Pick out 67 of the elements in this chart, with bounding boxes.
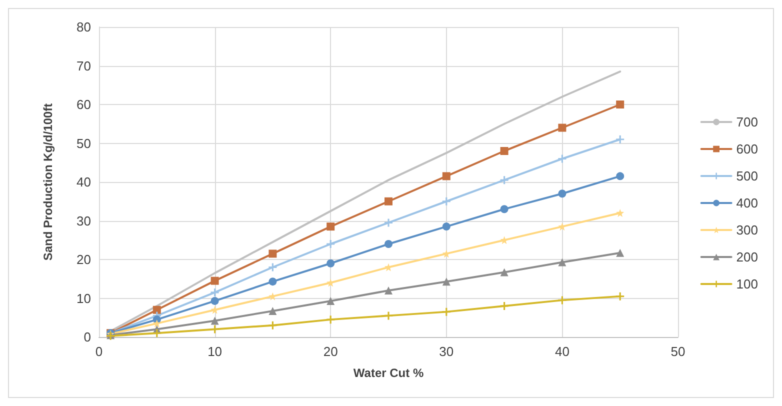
y-tick-label: 20 xyxy=(76,252,91,267)
legend-label: 400 xyxy=(736,196,758,210)
point xyxy=(326,222,335,231)
legend-label: 100 xyxy=(736,276,758,292)
legend-label: 700 xyxy=(736,114,758,130)
point xyxy=(616,172,624,180)
point xyxy=(442,308,450,316)
point xyxy=(268,250,277,258)
x-tick-label: 10 xyxy=(208,344,222,359)
point xyxy=(268,263,277,272)
point xyxy=(152,319,161,328)
point xyxy=(558,258,566,266)
x-tick-label: 0 xyxy=(95,344,103,359)
point xyxy=(152,306,161,314)
x-tick-label: 20 xyxy=(323,344,338,359)
point xyxy=(384,218,392,227)
y-tick-label: 0 xyxy=(84,330,91,344)
point xyxy=(616,209,624,217)
point xyxy=(500,205,508,214)
point xyxy=(384,240,392,248)
point xyxy=(326,296,335,305)
y-tick-label: 30 xyxy=(76,213,91,228)
point xyxy=(442,172,450,180)
x-tick-label: 30 xyxy=(439,344,454,359)
point xyxy=(442,197,450,206)
point xyxy=(326,240,335,248)
x-axis-title: Water Cut % xyxy=(353,366,424,380)
y-axis-title: Sand Production Kg/d/100ft xyxy=(41,103,55,261)
point xyxy=(210,288,219,296)
point xyxy=(616,292,624,300)
point xyxy=(210,296,219,305)
point xyxy=(268,321,277,330)
x-tick-label: 40 xyxy=(554,344,570,359)
point xyxy=(500,147,508,155)
point xyxy=(558,154,566,163)
point xyxy=(616,248,624,257)
point xyxy=(442,222,450,231)
point xyxy=(500,302,508,310)
point xyxy=(384,197,392,206)
legend-label: 600 xyxy=(736,142,758,156)
point xyxy=(268,307,277,316)
point xyxy=(326,259,335,268)
point xyxy=(558,190,566,198)
legend-label: 300 xyxy=(736,222,758,238)
point xyxy=(326,316,335,324)
point xyxy=(152,329,161,338)
point xyxy=(500,268,508,276)
point xyxy=(268,278,277,286)
legend-label: 500 xyxy=(736,168,758,184)
y-tick-label: 10 xyxy=(76,290,91,306)
point xyxy=(210,276,219,285)
point xyxy=(616,100,624,108)
point xyxy=(558,296,566,304)
y-tick-label: 80 xyxy=(76,20,91,34)
point xyxy=(384,286,392,294)
point xyxy=(558,124,566,132)
point xyxy=(210,316,219,325)
point xyxy=(384,312,392,320)
legend-label: 200 xyxy=(736,250,758,264)
y-tick-label: 60 xyxy=(76,97,91,112)
y-tick-label: 70 xyxy=(76,58,91,74)
y-tick-label: 40 xyxy=(76,174,91,190)
y-tick-label: 50 xyxy=(76,136,91,151)
point xyxy=(500,176,508,184)
point xyxy=(442,278,450,286)
x-tick-label: 50 xyxy=(670,344,686,359)
point xyxy=(616,135,624,144)
